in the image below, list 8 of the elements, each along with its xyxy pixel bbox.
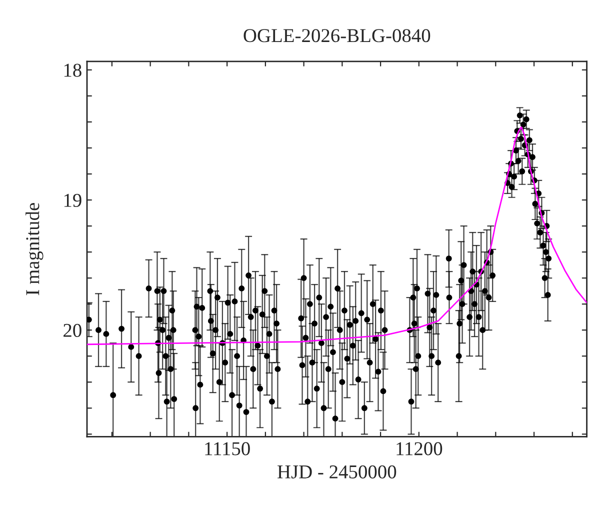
x-axis-title: HJD - 2450000 bbox=[278, 465, 396, 478]
y-tick-label: 20 bbox=[64, 324, 82, 338]
y-axis-title: I magnitude bbox=[26, 203, 44, 296]
chart-title: OGLE-2026-BLG-0840 bbox=[244, 29, 430, 42]
x-tick-label: 11150 bbox=[205, 442, 250, 456]
y-tick-label: 18 bbox=[64, 64, 82, 77]
y-tick-label: 19 bbox=[64, 194, 82, 207]
x-tick-label: 11200 bbox=[396, 442, 442, 456]
